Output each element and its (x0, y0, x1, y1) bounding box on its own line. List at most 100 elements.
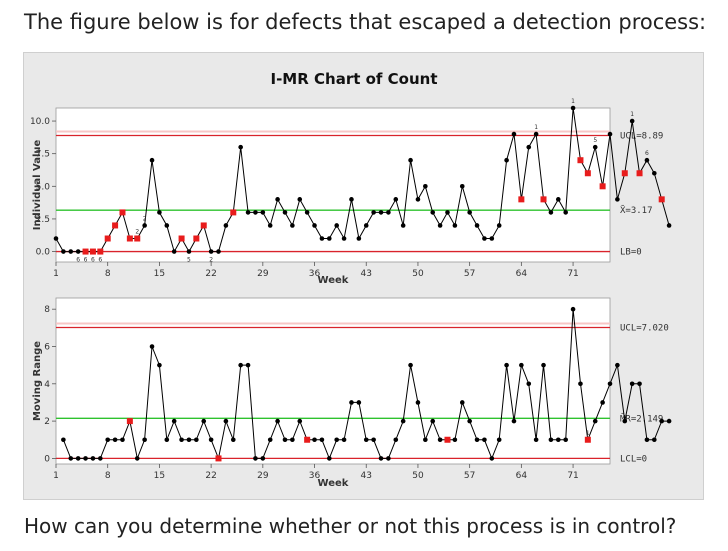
data-point (282, 210, 288, 215)
data-point (149, 344, 155, 349)
data-point (61, 249, 66, 254)
data-point (275, 418, 280, 424)
data-point (142, 223, 147, 228)
data-point (629, 118, 635, 124)
data-point (53, 236, 59, 241)
flagged-point (215, 455, 222, 462)
flagged-point (518, 196, 525, 203)
data-point (637, 381, 642, 387)
plot-area (55, 297, 611, 465)
test-failure-label: 6 (76, 257, 80, 264)
data-point (415, 197, 421, 202)
x-tick-label: 36 (309, 471, 321, 481)
data-point (149, 157, 155, 163)
data-point (563, 210, 568, 215)
data-point (312, 223, 317, 228)
data-point (423, 437, 428, 443)
data-point (290, 223, 295, 228)
data-point (459, 184, 465, 189)
flagged-point (82, 248, 89, 255)
data-point (223, 418, 229, 424)
y-tick-label: 10.0 (30, 117, 50, 127)
x-tick-label: 50 (412, 471, 424, 481)
data-point (327, 456, 332, 461)
x-tick-label: 57 (464, 269, 475, 279)
data-point (666, 418, 672, 424)
data-point (504, 362, 509, 368)
data-point (238, 144, 243, 150)
data-point (474, 223, 480, 228)
test-failure-label: 2 (135, 229, 139, 236)
data-point (312, 437, 317, 443)
data-point (105, 437, 111, 443)
ucl-label: UCL=8.89 (620, 132, 663, 142)
data-point (459, 400, 465, 405)
data-point (186, 249, 192, 254)
flagged-point (540, 196, 547, 203)
x-tick-label: 64 (516, 471, 528, 481)
data-point (504, 157, 509, 163)
data-point (430, 418, 436, 424)
chart-title: I-MR Chart of Count (271, 70, 438, 88)
data-point (592, 144, 598, 150)
y-tick-label: 8 (44, 305, 50, 315)
data-point (526, 144, 532, 150)
data-point (171, 249, 177, 254)
data-point (570, 105, 576, 111)
data-point (297, 418, 303, 424)
test-failure-label: 1 (586, 430, 590, 437)
x-tick-label: 64 (516, 269, 528, 279)
y-tick-label: 0.0 (36, 248, 51, 258)
x-tick-label: 15 (154, 269, 165, 279)
data-point (334, 223, 339, 228)
lcl-label: LB=0 (620, 248, 642, 258)
data-point (90, 456, 96, 461)
data-point (533, 437, 539, 443)
flagged-point (178, 235, 185, 242)
flagged-point (230, 209, 237, 216)
data-point (555, 197, 561, 202)
data-point (386, 210, 391, 215)
flagged-point (193, 235, 200, 242)
data-point (541, 362, 546, 368)
data-point (134, 456, 140, 461)
test-failure-label: 6 (84, 257, 88, 264)
flagged-point (112, 222, 119, 229)
data-point (290, 437, 295, 443)
data-point (489, 236, 495, 241)
flagged-point (444, 436, 451, 443)
data-point (319, 437, 325, 443)
x-tick-label: 71 (567, 471, 578, 481)
data-point (607, 381, 613, 387)
flagged-point (599, 183, 606, 190)
test-failure-label: 1 (630, 111, 634, 118)
y-tick-label: 4 (44, 380, 50, 390)
data-point (511, 131, 517, 137)
flagged-point (97, 248, 104, 255)
data-point (260, 456, 266, 461)
data-point (371, 210, 376, 215)
flagged-point (119, 209, 126, 216)
series-line (55, 107, 670, 253)
data-point (267, 223, 273, 228)
data-point (349, 400, 354, 405)
data-point (652, 437, 657, 443)
x-tick-label: 8 (105, 269, 111, 279)
data-point (452, 223, 458, 228)
data-point (334, 437, 339, 443)
x-tick-label: 22 (205, 471, 216, 481)
y-tick-label: 7.5 (36, 150, 50, 160)
test-failure-label: 2 (209, 257, 213, 264)
data-point (415, 400, 421, 405)
ucl-label: UCL=7.020 (620, 323, 669, 333)
x-tick-label: 50 (412, 269, 424, 279)
x-tick-label: 22 (205, 269, 216, 279)
data-point (356, 236, 362, 241)
data-point (393, 437, 399, 443)
y-tick-label: 5.0 (36, 182, 51, 192)
data-point (526, 381, 532, 387)
data-point (142, 437, 147, 443)
data-point (356, 400, 362, 405)
y-tick-label: 2.5 (36, 215, 50, 225)
data-point (600, 400, 605, 405)
